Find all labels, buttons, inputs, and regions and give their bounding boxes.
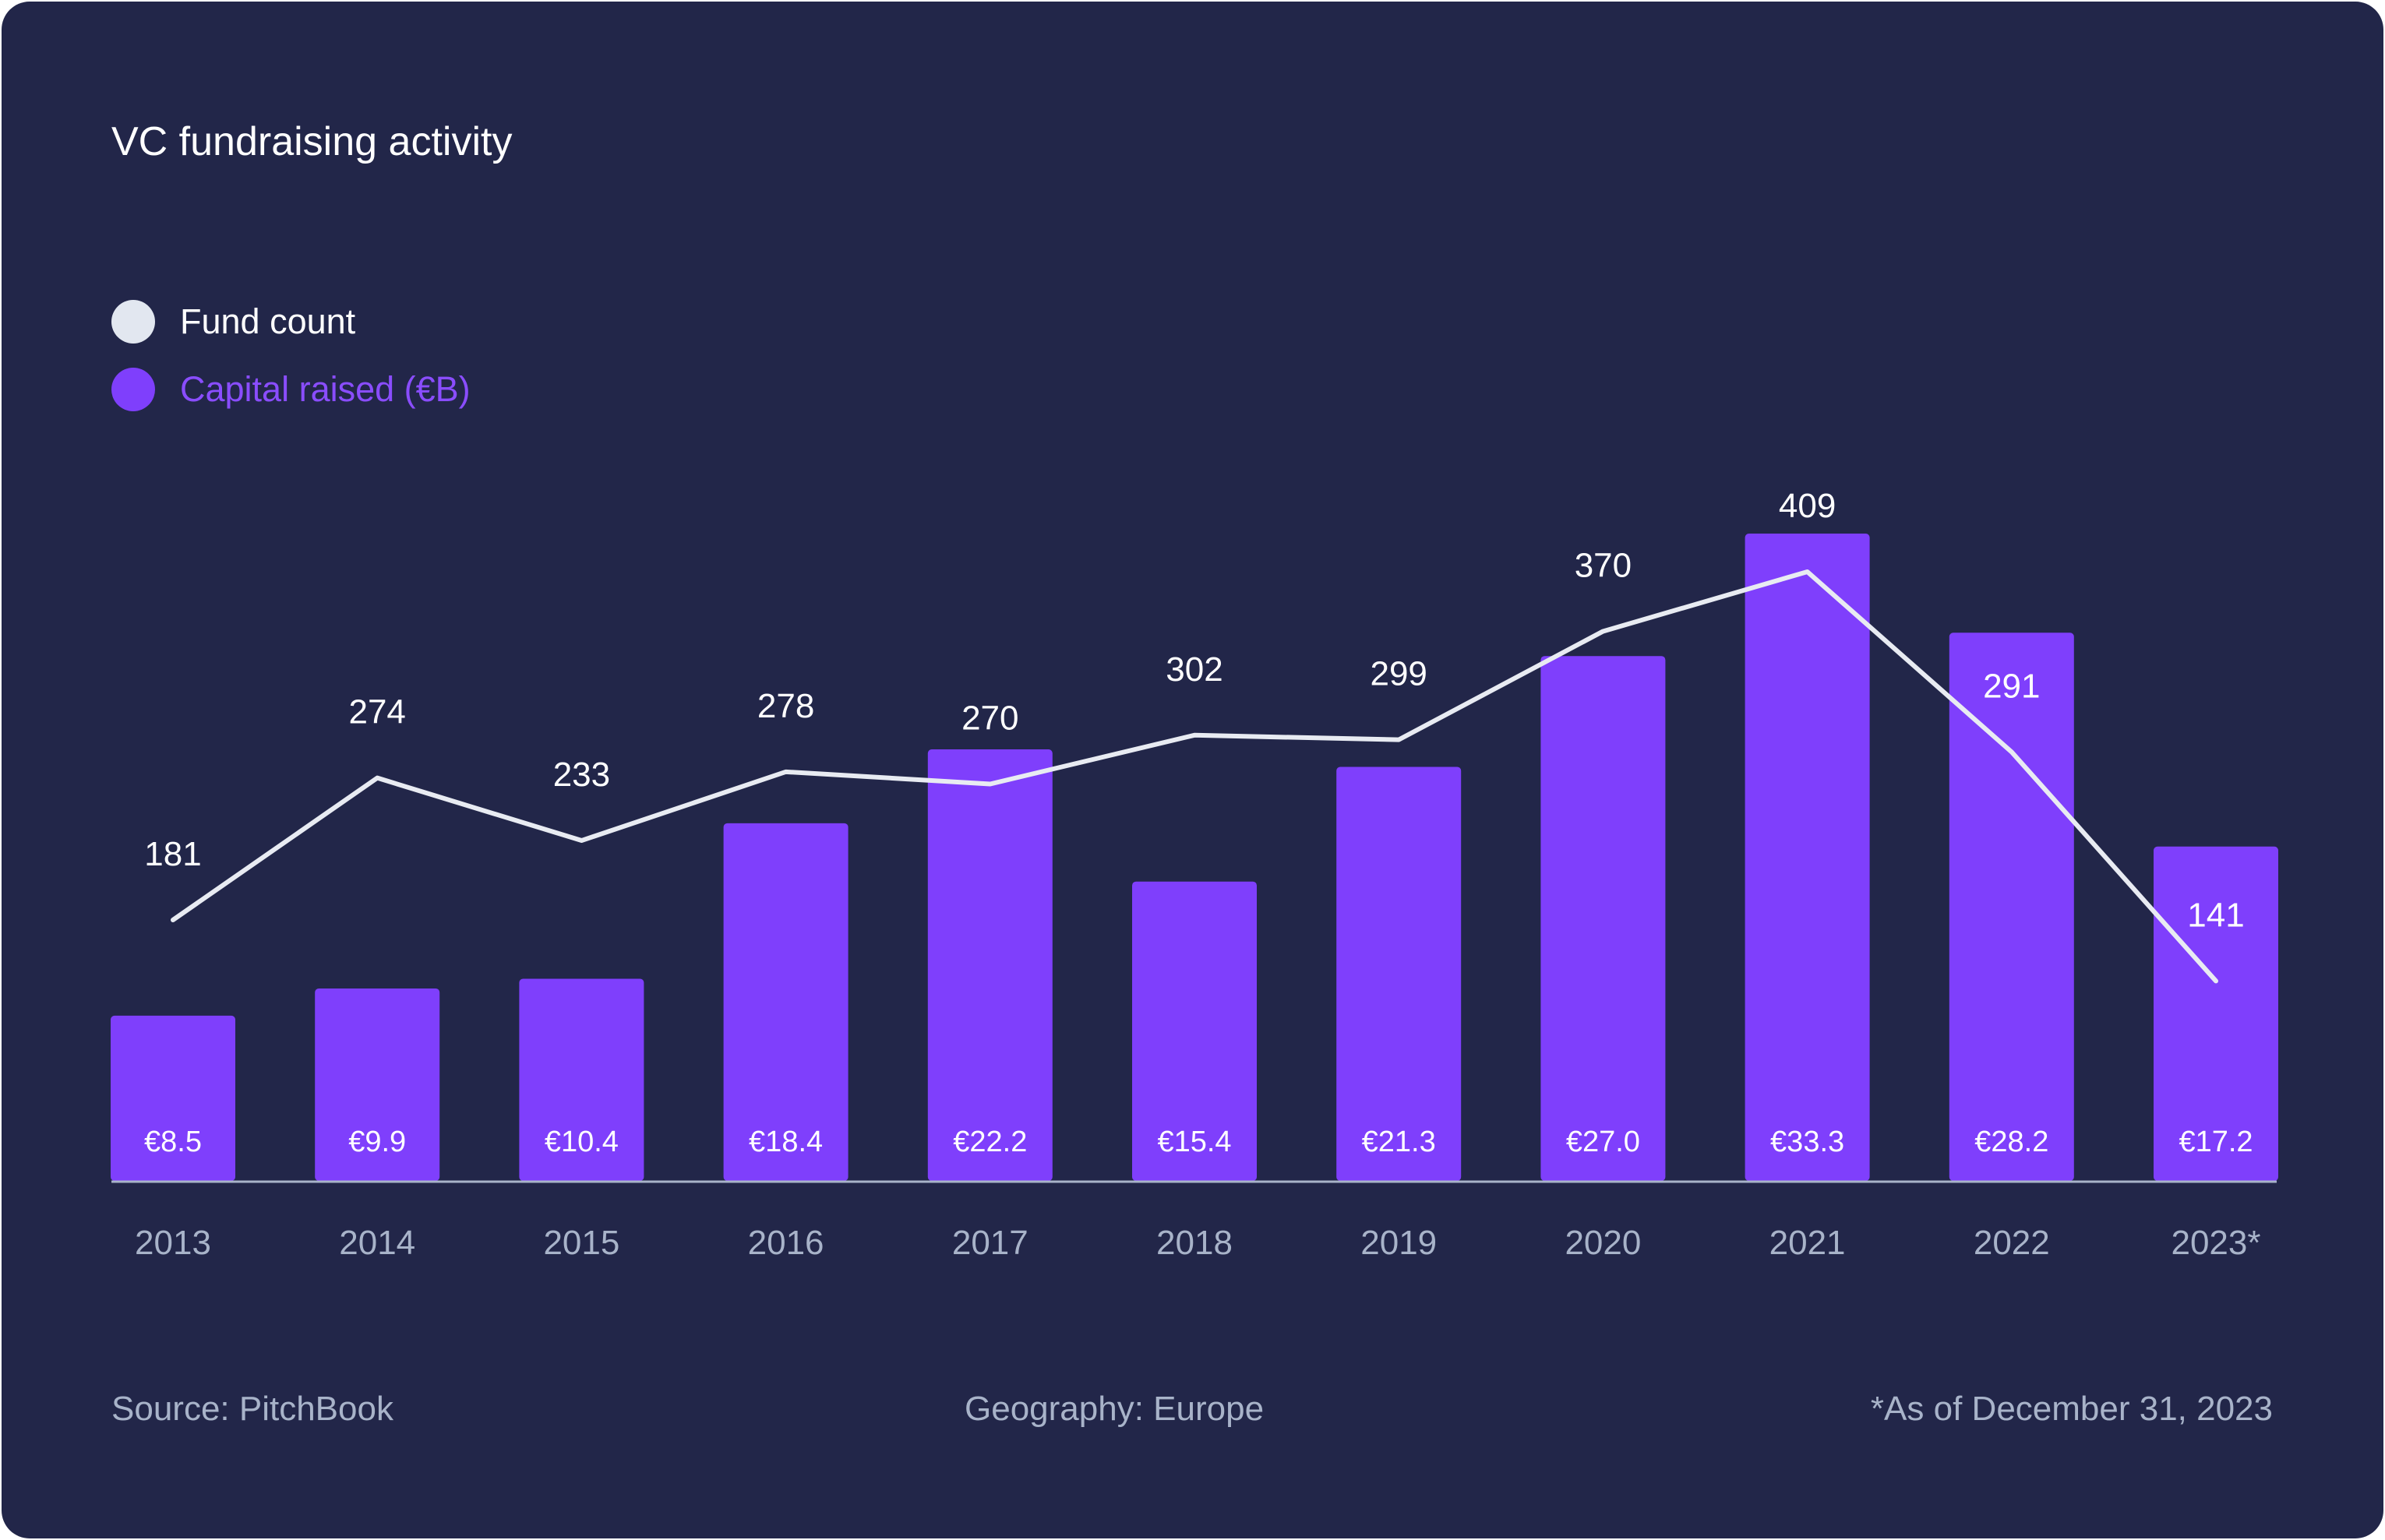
fund-count-line bbox=[171, 569, 2218, 984]
bar-value-label: €18.4 bbox=[749, 1126, 823, 1158]
fund-count-label: 270 bbox=[961, 700, 1018, 738]
bar-value-label: €28.2 bbox=[1974, 1126, 2048, 1158]
x-tick-label: 2019 bbox=[1360, 1224, 1437, 1262]
bar-2022 bbox=[1949, 633, 2074, 1181]
legend-dot-fund-count bbox=[111, 300, 155, 344]
bar-value-label: €33.3 bbox=[1770, 1126, 1844, 1158]
x-tick-label: 2021 bbox=[1769, 1224, 1846, 1262]
x-tick-label: 2016 bbox=[748, 1224, 824, 1262]
legend-item-fund-count: Fund count bbox=[111, 298, 355, 345]
x-tick-label: 2013 bbox=[135, 1224, 211, 1262]
bar-2021 bbox=[1745, 534, 1870, 1181]
bar-2015 bbox=[519, 978, 644, 1181]
footer-note: *As of December 31, 2023 bbox=[1870, 1390, 2273, 1428]
fund-count-label: 409 bbox=[1779, 487, 1836, 525]
fund-count-label: 274 bbox=[348, 693, 405, 731]
bar-value-label: €17.2 bbox=[2179, 1126, 2253, 1158]
fund-count-label: 370 bbox=[1575, 546, 1632, 584]
x-tick-label: 2018 bbox=[1156, 1224, 1233, 1262]
bar-value-label: €9.9 bbox=[348, 1126, 406, 1158]
chart-title: VC fundraising activity bbox=[111, 119, 513, 164]
fund-count-label: 278 bbox=[757, 687, 814, 725]
footer-source: Source: PitchBook bbox=[111, 1390, 393, 1428]
x-tick-label: 2015 bbox=[543, 1224, 619, 1262]
bar-2013 bbox=[111, 1015, 235, 1181]
bar-value-label: €10.4 bbox=[545, 1126, 619, 1158]
x-tick-label: 2017 bbox=[952, 1224, 1028, 1262]
x-tick-label: 2014 bbox=[339, 1224, 415, 1262]
bar-value-label: €27.0 bbox=[1566, 1126, 1640, 1158]
footer-geography: Geography: Europe bbox=[965, 1390, 1265, 1428]
legend-dot-capital-raised bbox=[111, 368, 155, 411]
legend-item-capital-raised: Capital raised (€B) bbox=[111, 366, 471, 413]
x-tick-label: 2022 bbox=[1974, 1224, 2050, 1262]
bar-2020 bbox=[1540, 656, 1666, 1181]
x-tick-label: 2023* bbox=[2171, 1224, 2260, 1262]
fund-count-label: 291 bbox=[1983, 667, 2040, 705]
bar-2023 bbox=[2154, 846, 2278, 1181]
fund-count-label: 141 bbox=[2187, 896, 2244, 934]
legend-label-fund-count: Fund count bbox=[180, 301, 356, 341]
bar-value-label: €8.5 bbox=[144, 1126, 202, 1158]
bar-2014 bbox=[315, 988, 440, 1181]
bar-value-label: €22.2 bbox=[953, 1126, 1027, 1158]
legend-label-capital-raised: Capital raised (€B) bbox=[180, 369, 471, 409]
bar-value-label: €21.3 bbox=[1362, 1126, 1436, 1158]
bar-2019 bbox=[1336, 766, 1462, 1181]
fund-count-label: 233 bbox=[553, 756, 610, 794]
bar-2017 bbox=[927, 749, 1053, 1181]
fund-count-label: 302 bbox=[1166, 650, 1222, 689]
fund-count-label: 299 bbox=[1370, 655, 1427, 693]
fund-count-label: 181 bbox=[144, 835, 201, 873]
x-tick-label: 2020 bbox=[1565, 1224, 1641, 1262]
bar-value-label: €15.4 bbox=[1157, 1126, 1231, 1158]
bar-2018 bbox=[1132, 881, 1257, 1181]
bar-2016 bbox=[723, 823, 849, 1181]
